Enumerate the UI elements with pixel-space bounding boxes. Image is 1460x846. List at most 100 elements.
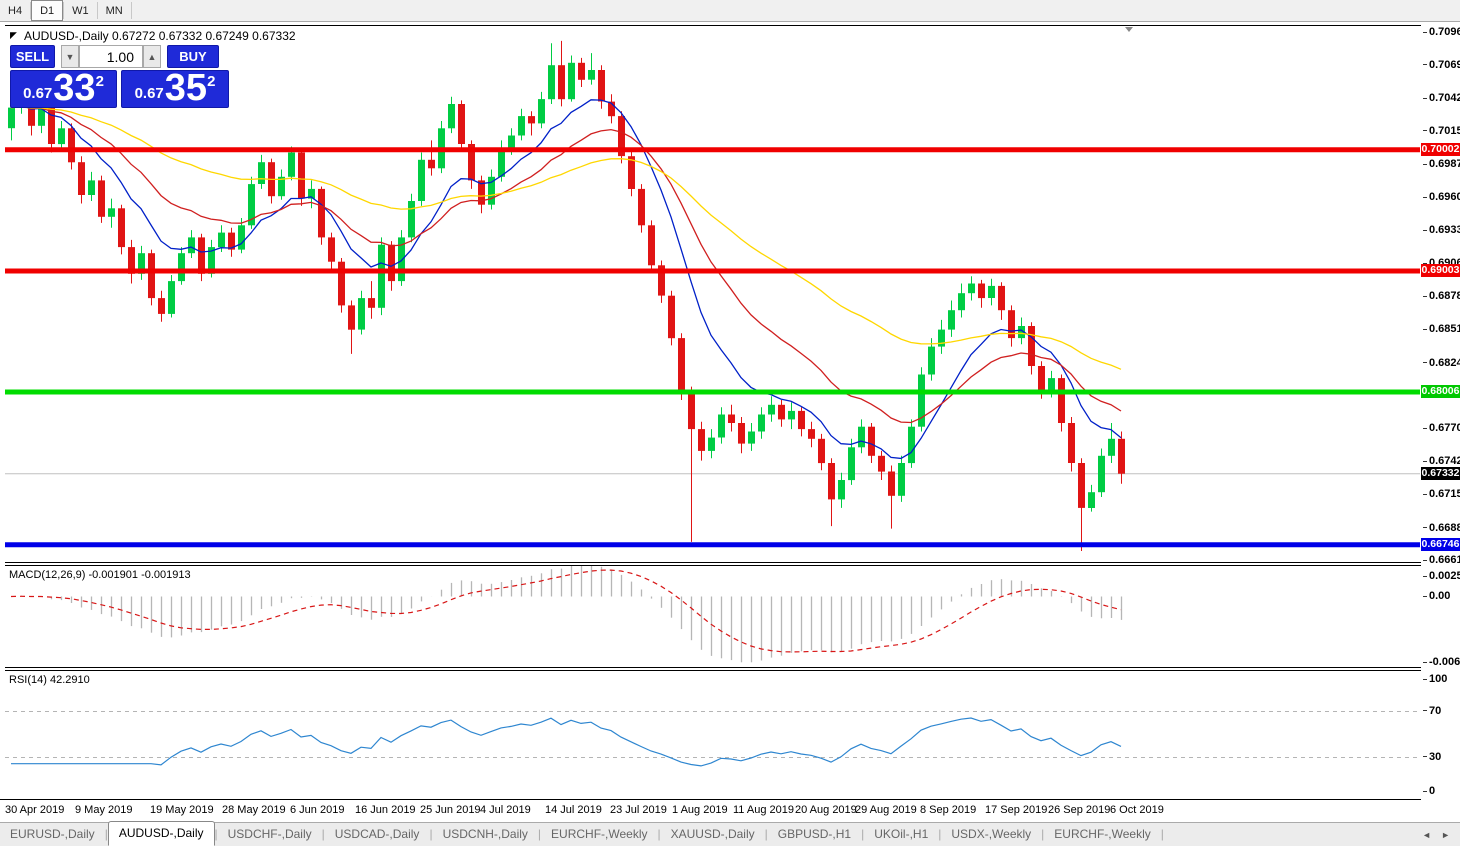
tab-separator: |: [537, 827, 542, 841]
tab-separator: |: [104, 827, 108, 841]
tab-separator: |: [1041, 827, 1045, 841]
buy-price-button[interactable]: 0.67 35 2: [121, 67, 229, 109]
axis-tick: -0.006326: [1423, 656, 1460, 668]
date-label: 6 Oct 2019: [1110, 804, 1164, 816]
date-label: 19 May 2019: [150, 804, 214, 816]
volume-input[interactable]: [79, 45, 143, 68]
chart-tab-usdcnh-daily[interactable]: USDCNH-,Daily: [442, 827, 528, 841]
axis-tick: 0.70695: [1423, 59, 1460, 71]
chart-tab-ukoil-h1[interactable]: UKOil-,H1: [874, 827, 929, 841]
axis-tick: 0.68785: [1423, 290, 1460, 302]
date-label: 9 May 2019: [75, 804, 133, 816]
date-label: 17 Sep 2019: [985, 804, 1048, 816]
buy-price-pip: 2: [207, 73, 216, 90]
timeframe-button-w1[interactable]: W1: [72, 4, 89, 17]
buy-button[interactable]: BUY: [167, 45, 219, 68]
rsi-pane[interactable]: [5, 671, 1421, 799]
macd-pane[interactable]: [5, 566, 1421, 668]
chart-tab-bar: EURUSD-,Daily | AUDUSD-,Daily | USDCHF-,Dail…: [0, 821, 1460, 846]
chart-tab-audusd-daily[interactable]: AUDUSD-,Daily: [107, 821, 215, 846]
buy-price-big: 35: [164, 67, 208, 109]
date-label: 23 Jul 2019: [610, 804, 667, 816]
axis-tick: 0.67425: [1423, 455, 1460, 467]
price-badge: 0.68006: [1421, 384, 1460, 398]
date-label: 28 May 2019: [222, 804, 286, 816]
timeframe-button-d1[interactable]: D1: [31, 0, 64, 21]
price-chart[interactable]: [5, 26, 1421, 563]
time-axis[interactable]: 30 Apr 2019 9 May 2019 19 May 2019 28 May 2…: [0, 800, 1460, 822]
toolbar-separator: [96, 2, 98, 19]
axis-tick: 30: [1423, 751, 1441, 763]
tab-separator: |: [657, 827, 661, 841]
one-click-trading-panel: SELL ▼ ▲ BUY 0.67 33 2 0.67 35 2: [10, 45, 229, 108]
chart-tab-usdcad-daily[interactable]: USDCAD-,Daily: [334, 827, 420, 841]
date-label: 8 Sep 2019: [920, 804, 977, 816]
price-badge: 0.67332: [1421, 466, 1460, 480]
axis-tick: 0.70965: [1423, 26, 1460, 38]
axis-tick: 0.67155: [1423, 488, 1460, 500]
chart-shift-marker[interactable]: [1125, 27, 1133, 32]
date-label: 4 Jul 2019: [480, 804, 531, 816]
pane-splitter[interactable]: [5, 562, 1460, 566]
chart-tab-usdchf-daily[interactable]: USDCHF-,Daily: [227, 827, 312, 841]
date-label: 30 Apr 2019: [5, 804, 65, 816]
rsi-label: RSI(14) 42.2910: [9, 674, 90, 686]
axis-tick: 100: [1423, 673, 1447, 685]
timeframe-button-h4[interactable]: H4: [8, 4, 23, 17]
sell-button[interactable]: SELL: [10, 45, 55, 68]
tab-scroll-left-icon[interactable]: ◄: [1422, 830, 1432, 840]
axis-tick: 70: [1423, 705, 1441, 717]
date-label: 20 Aug 2019: [795, 804, 857, 816]
chart-tab-xauusd-daily[interactable]: XAUUSD-,Daily: [670, 827, 755, 841]
chart-tab-gbpusd-h1[interactable]: GBPUSD-,H1: [777, 827, 852, 841]
date-label: 25 Jun 2019: [420, 804, 481, 816]
date-label: 11 Aug 2019: [733, 804, 794, 816]
spinner-down-icon: ▼: [65, 51, 75, 62]
sell-price-prefix: 0.67: [23, 85, 53, 102]
buy-price-prefix: 0.67: [134, 85, 164, 102]
axis-tick: 0.00: [1423, 590, 1450, 602]
axis-tick: 0.69605: [1423, 191, 1460, 203]
chart-tab-usdx-weekly[interactable]: USDX-,Weekly: [951, 827, 1032, 841]
divider: [0, 799, 1460, 800]
axis-tick: 0: [1423, 785, 1435, 797]
volume-increase-button[interactable]: ▲: [143, 45, 161, 68]
axis-tick: 0.002574: [1423, 570, 1460, 582]
sell-price-pip: 2: [95, 73, 104, 90]
sell-price-button[interactable]: 0.67 33 2: [10, 67, 117, 109]
tab-separator: |: [321, 827, 325, 841]
chart-tab-eurchf-weekly[interactable]: EURCHF-,Weekly: [1054, 827, 1151, 841]
timeframe-button-mn[interactable]: MN: [105, 4, 123, 17]
date-label: 14 Jul 2019: [545, 804, 602, 816]
price-badge: 0.66746: [1421, 537, 1460, 551]
date-label: 29 Aug 2019: [855, 804, 917, 816]
tab-separator: |: [429, 827, 433, 841]
sell-price-big: 33: [53, 67, 96, 109]
chart-tab-eurchf-weekly[interactable]: EURCHF-,Weekly: [551, 827, 648, 841]
date-label: 16 Jun 2019: [355, 804, 416, 816]
tab-separator: |: [214, 827, 218, 841]
macd-label: MACD(12,26,9) -0.001901 -0.001913: [9, 569, 191, 581]
axis-tick: 0.69875: [1423, 158, 1460, 170]
chart-tab-eurusd-daily[interactable]: EURUSD-,Daily: [10, 827, 95, 841]
tab-separator: |: [764, 827, 768, 841]
price-badge: 0.69003: [1421, 264, 1460, 278]
tab-separator: |: [938, 827, 942, 841]
timeframe-bar: H4 D1 W1 MN: [0, 0, 1460, 22]
pane-splitter[interactable]: [5, 667, 1460, 671]
date-label: 26 Sep 2019: [1048, 804, 1111, 816]
chart-quote-ohlc: 0.67272 0.67332 0.67249 0.67332: [112, 29, 296, 43]
volume-decrease-button[interactable]: ▼: [61, 45, 79, 68]
date-label: 1 Aug 2019: [672, 804, 728, 816]
one-click-collapse-icon[interactable]: ◤: [10, 30, 17, 40]
price-badge: 0.70002: [1421, 142, 1460, 156]
tab-scroll-right-icon[interactable]: ►: [1441, 830, 1450, 840]
toolbar-separator: [30, 2, 32, 19]
axis-tick: 0.68515: [1423, 323, 1460, 335]
